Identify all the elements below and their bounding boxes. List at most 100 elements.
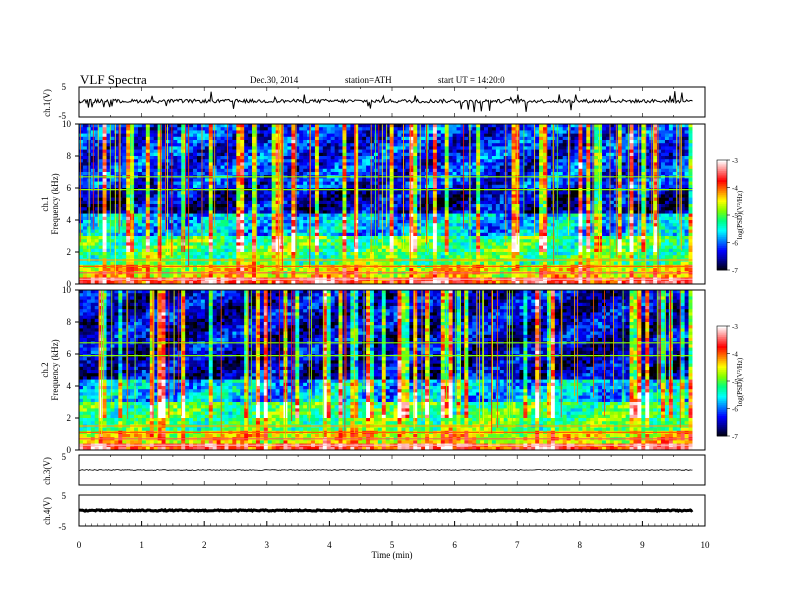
spectrogram-cell <box>263 127 269 131</box>
spectrogram-cell <box>193 146 198 150</box>
spectrogram-cell <box>602 184 607 189</box>
spectrogram-cell <box>594 178 599 182</box>
spectrogram-cell <box>94 159 99 163</box>
spectrogram-cell <box>413 216 418 221</box>
spectrogram-cell <box>122 207 127 211</box>
spectrogram-cell <box>185 130 190 134</box>
spectrogram-cell <box>562 149 567 154</box>
spectrogram-cell <box>625 184 630 189</box>
spectrogram-cell <box>358 159 363 163</box>
spectrogram-cell <box>362 133 367 138</box>
spectrogram-cell <box>672 213 678 218</box>
spectrogram-cell <box>507 207 512 211</box>
spectrogram-cell <box>122 162 127 166</box>
spectrogram-cell <box>499 127 505 131</box>
spectrogram-cell <box>637 191 642 195</box>
spectrogram-cell <box>558 210 563 214</box>
spectrogram-cell <box>436 184 442 189</box>
spectrogram-cell <box>664 143 670 147</box>
spectrogram-cell <box>350 156 355 160</box>
spectrogram-cell <box>609 143 615 147</box>
spectrogram-cell <box>668 140 674 144</box>
spectrogram-cell <box>609 156 615 160</box>
spectrogram-cell <box>102 140 107 144</box>
spectrogram-cell <box>204 159 210 163</box>
spectrogram-cell <box>94 204 99 208</box>
spectrogram-cell <box>586 172 591 176</box>
spectrogram-cell <box>267 213 272 218</box>
spectrogram-cell <box>106 204 111 208</box>
spectrogram-cell <box>574 152 579 157</box>
spectrogram-cell <box>122 216 127 221</box>
spectrogram-cell <box>303 181 308 186</box>
spectrogram-cell <box>535 168 540 173</box>
spectrogram-cell <box>491 216 497 221</box>
spectrogram-cell <box>507 159 512 163</box>
spectrogram-cell <box>228 136 233 141</box>
spectrogram-cell <box>370 136 375 141</box>
spectrogram-cell <box>342 210 347 214</box>
spectrogram-cell <box>232 200 237 205</box>
spectrogram-cell <box>417 200 422 205</box>
spectrogram-cell <box>318 140 324 144</box>
spectrogram-cell <box>444 140 449 144</box>
spectrogram-cell <box>598 127 603 131</box>
spectrogram-cell <box>208 210 213 214</box>
spectrogram-cell <box>491 130 497 134</box>
spectrogram-cell <box>220 165 225 170</box>
spectrogram-cell <box>460 124 465 128</box>
spectrogram-cell <box>106 220 111 224</box>
spectrogram-cell <box>122 178 127 182</box>
spectrogram-cell <box>487 207 493 211</box>
spectrogram-cell <box>346 149 351 154</box>
spectrogram-cell <box>106 168 111 173</box>
spectrogram-cell <box>373 168 379 173</box>
spectrogram-cell <box>330 204 335 208</box>
spectrogram-cell <box>334 184 339 189</box>
spectrogram-cell <box>444 220 449 224</box>
spectrogram-cell <box>672 184 678 189</box>
spectrogram-cell <box>110 152 115 157</box>
spectrogram-cell <box>664 213 670 218</box>
spectrogram-cell <box>590 197 595 202</box>
spectrogram-cell <box>377 130 383 134</box>
spectrogram-cell <box>373 146 379 150</box>
spectrogram-cell <box>208 130 213 134</box>
spectrogram-cell <box>291 172 296 176</box>
spectrogram-cell <box>464 172 469 176</box>
spectrogram-cell <box>527 124 532 128</box>
spectrogram-cell <box>586 133 591 138</box>
spectrogram-cell <box>590 124 595 128</box>
spectrogram-cell <box>244 165 249 170</box>
spectrogram-cell <box>444 207 449 211</box>
spectrogram-cell <box>535 210 540 214</box>
spectrogram-cell <box>373 159 379 163</box>
spectrogram-cell <box>440 210 446 214</box>
spectrogram-cell <box>480 184 485 189</box>
spectrogram-cell <box>456 152 461 157</box>
spectrogram-cell <box>366 220 371 224</box>
spectrogram-cell <box>448 168 453 173</box>
spectrogram-cell <box>625 210 630 214</box>
spectrogram-cell <box>346 178 351 182</box>
spectrogram-cell <box>287 165 292 170</box>
spectrogram-cell <box>558 143 563 147</box>
spectrogram-cell <box>460 159 465 163</box>
spectrogram-cell <box>484 127 489 131</box>
spectrogram-cell <box>672 124 678 128</box>
spectrogram-cell <box>413 152 418 157</box>
spectrogram-cell <box>476 156 481 160</box>
spectrogram-cell <box>98 213 103 218</box>
spectrogram-cell <box>185 210 190 214</box>
spectrogram-cell <box>381 136 387 141</box>
spectrogram-cell <box>531 146 536 150</box>
spectrogram-cell <box>366 223 371 227</box>
spectrogram-cell <box>578 140 583 144</box>
spectrogram-cell <box>287 213 292 218</box>
spectrogram-cell <box>149 152 155 157</box>
spectrogram-cell <box>594 143 599 147</box>
spectrogram-cell <box>515 124 520 128</box>
spectrogram-cell <box>499 143 505 147</box>
spectrogram-cell <box>279 130 284 134</box>
spectrogram-cell <box>625 220 630 224</box>
